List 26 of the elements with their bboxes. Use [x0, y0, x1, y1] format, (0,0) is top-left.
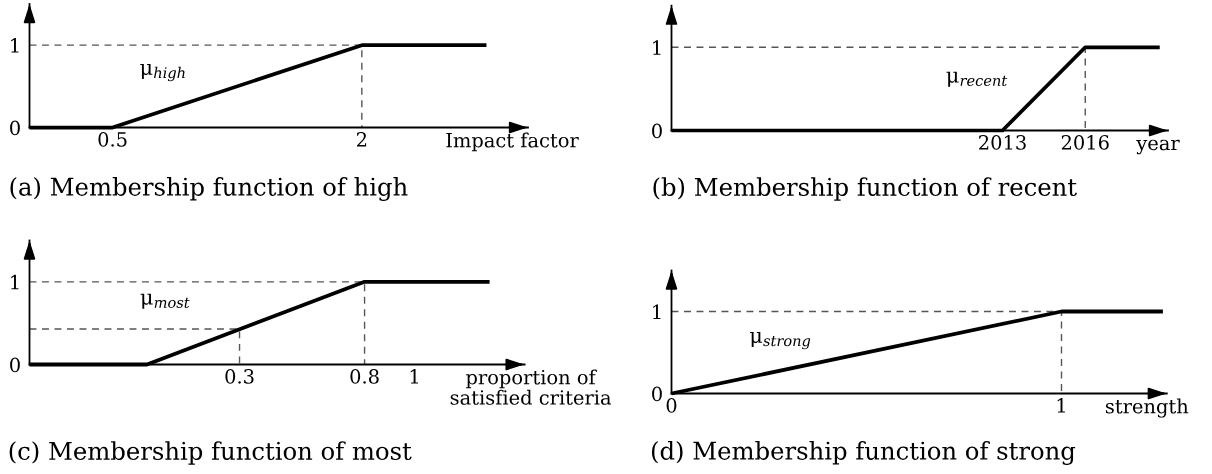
text: (c) Membership function of most — [9, 441, 412, 465]
y-tick-label: 0 — [652, 386, 662, 402]
x-tick-label: 0.3 — [225, 369, 254, 384]
annotation: μ$_{recent}$ — [946, 71, 1008, 87]
x-tick-label: 2016 — [1061, 135, 1109, 150]
x-tick-label: 0.8 — [350, 369, 379, 384]
y-tick-label: 1 — [653, 40, 661, 55]
annotation: μ$_{strong}$ — [750, 331, 811, 350]
text: (b) Membership function of recent — [653, 177, 1077, 201]
x-tick-label: 2 — [356, 132, 367, 147]
x-axis-title: proportion of satisfied criteria — [450, 369, 612, 405]
text: (a) Membership function of high — [10, 177, 408, 201]
annotation: μ$_{high}$ — [140, 63, 185, 82]
x-tick-label: 1 — [410, 369, 418, 384]
y-tick-label: 0 — [10, 120, 20, 136]
y-tick-label: 1 — [653, 304, 661, 319]
text: (d) Membership function of strong — [651, 441, 1076, 465]
x-axis-title: strength — [1105, 398, 1189, 418]
x-tick-label: 2013 — [979, 135, 1026, 150]
annotation: μ$_{most}$ — [140, 293, 190, 309]
y-tick-label: 1 — [11, 274, 19, 290]
y-tick-label: 1 — [11, 38, 19, 53]
y-tick-label: 0 — [10, 357, 20, 373]
x-tick-label: 0.5 — [98, 132, 127, 147]
x-axis-title: year — [1136, 139, 1180, 155]
x-axis-title: Impact factor — [446, 132, 579, 152]
